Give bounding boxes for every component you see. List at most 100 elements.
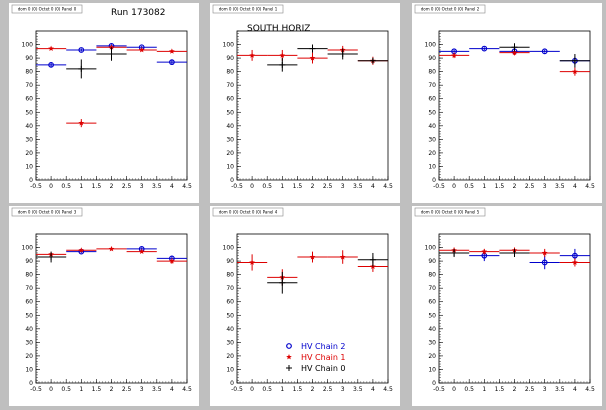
marker <box>541 259 548 266</box>
y-tick-label: 70 <box>428 285 436 292</box>
y-tick-label: 60 <box>25 299 33 306</box>
y-tick-label: 80 <box>25 272 33 279</box>
data-point-chain1 <box>439 52 470 59</box>
marker <box>78 120 85 126</box>
pad-annotation: SOUTH HORIZ <box>247 24 310 34</box>
data-point-chain0 <box>499 43 530 52</box>
y-tick-label: 60 <box>226 299 234 306</box>
y-tick-label: 40 <box>428 326 436 333</box>
series-chain0 <box>499 43 590 68</box>
marker <box>309 254 316 260</box>
pad-title-box <box>11 207 83 217</box>
series-chain0 <box>66 47 127 79</box>
pad-title: dom 0 (0) Octet 0 (0) Panel 0 <box>18 7 77 12</box>
x-tick-label: 4 <box>170 386 174 393</box>
x-tick-label: 0.5 <box>464 386 474 393</box>
y-tick-label: 100 <box>22 42 34 49</box>
x-tick-label: -0.5 <box>30 386 42 393</box>
y-tick-label: 30 <box>25 136 33 143</box>
data-point-chain1 <box>297 251 328 263</box>
x-tick-label: 3.5 <box>555 386 565 393</box>
y-tick-label: 10 <box>226 366 234 373</box>
y-tick-label: 80 <box>226 69 234 76</box>
marker <box>572 68 578 75</box>
series-chain1 <box>237 250 388 286</box>
x-tick-label: 3.5 <box>152 183 162 190</box>
y-tick-label: 90 <box>428 55 436 62</box>
chart-svg: dom 0 (0) Octet 0 (0) Panel 001020304050… <box>11 4 192 190</box>
y-tick-label: 90 <box>226 55 234 62</box>
chart-pad-1: dom 0 (0) Octet 0 (0) Panel 1 0 10 20 30 40 50… <box>210 3 400 203</box>
y-tick-label: 0 <box>230 380 234 387</box>
data-point-chain1 <box>327 250 358 264</box>
pad-title-box <box>414 207 486 217</box>
x-tick-label: 1.5 <box>495 386 505 393</box>
marker <box>339 51 346 58</box>
marker <box>541 48 548 55</box>
x-tick-label: 0 <box>452 183 456 190</box>
marker <box>249 52 255 58</box>
x-tick-label: 0.5 <box>262 386 272 393</box>
y-tick-label: 20 <box>25 150 33 157</box>
pad-title: dom 0 (0) Octet 0 (0) Panel 5 <box>421 210 480 215</box>
pad-title: dom 0 (0) Octet 0 (0) Panel 1 <box>219 7 278 12</box>
data-point-chain0 <box>267 58 298 72</box>
x-tick-label: 1 <box>280 386 284 393</box>
x-tick-label: 2 <box>311 386 315 393</box>
x-tick-label: 0.5 <box>61 386 71 393</box>
y-tick-label: 20 <box>25 353 33 360</box>
pad-title-box <box>414 4 486 14</box>
y-tick-label: 50 <box>25 312 33 319</box>
x-tick-label: 2 <box>513 386 517 393</box>
x-tick-label: 3.5 <box>555 183 565 190</box>
x-tick-label: 2 <box>110 183 114 190</box>
pad-title-box <box>212 207 284 217</box>
marker <box>108 44 115 50</box>
marker <box>339 254 346 260</box>
y-tick-label: 100 <box>425 42 437 49</box>
y-tick-label: 50 <box>226 312 234 319</box>
x-tick-label: 1.5 <box>293 386 303 393</box>
y-tick-label: 80 <box>428 69 436 76</box>
marker <box>78 47 85 53</box>
marker <box>169 48 175 54</box>
y-tick-label: 30 <box>25 339 33 346</box>
y-tick-label: 100 <box>425 245 437 252</box>
x-tick-label: 4 <box>371 386 375 393</box>
pad-title: dom 0 (0) Octet 0 (0) Panel 2 <box>421 7 480 12</box>
y-tick-label: 40 <box>428 123 436 130</box>
marker <box>48 45 54 52</box>
series-chain1 <box>36 245 187 264</box>
data-point-chain1 <box>156 48 187 54</box>
data-point-chain1 <box>36 45 67 52</box>
marker <box>48 61 54 68</box>
data-point-chain1 <box>529 248 560 258</box>
plot-frame <box>35 233 188 384</box>
x-tick-label: 3.5 <box>152 386 162 393</box>
x-tick-label: 4 <box>573 386 577 393</box>
y-tick-label: 90 <box>226 258 234 265</box>
data-point-chain1 <box>66 247 97 253</box>
y-tick-label: 20 <box>226 353 234 360</box>
marker <box>451 52 457 58</box>
marker <box>168 59 175 66</box>
legend-label-chain2: HV Chain 2 <box>301 342 346 351</box>
x-tick-label: 2.5 <box>323 183 333 190</box>
data-point-chain1 <box>126 46 157 53</box>
marker <box>78 65 85 72</box>
y-tick-label: 80 <box>25 69 33 76</box>
marker <box>369 57 376 64</box>
y-tick-label: 80 <box>226 272 234 279</box>
marker <box>138 46 145 53</box>
y-tick-label: 30 <box>226 339 234 346</box>
x-tick-label: 4.5 <box>585 183 595 190</box>
y-tick-label: 30 <box>428 339 436 346</box>
data-point-chain1 <box>237 254 268 271</box>
x-tick-label: 0.5 <box>262 183 272 190</box>
marker <box>511 249 518 256</box>
y-tick-label: 20 <box>428 150 436 157</box>
y-tick-label: 60 <box>226 96 234 103</box>
data-point-chain2 <box>36 61 67 68</box>
series-chain0 <box>439 248 530 258</box>
chart-pad-2: dom 0 (0) Octet 0 (0) Panel 2 0 10 20 30 40 50… <box>412 3 602 203</box>
